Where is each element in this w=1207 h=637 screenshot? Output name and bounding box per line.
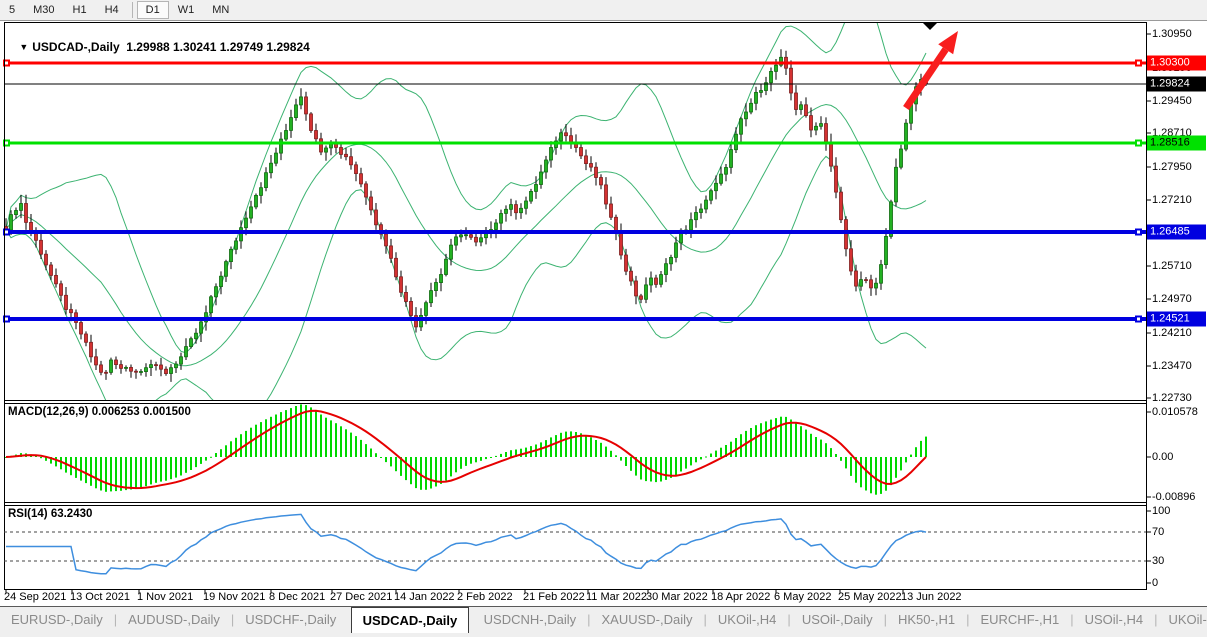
date-label: 6 May 2022 — [774, 591, 832, 603]
date-label: 1 Nov 2021 — [137, 591, 194, 603]
tab-xauusd-daily[interactable]: XAUUSD-,Daily — [601, 612, 693, 627]
price-tick-label: 1.30950 — [1152, 28, 1192, 40]
chart-title: ▼ USDCAD-,Daily 1.29988 1.30241 1.29749 1… — [6, 26, 310, 68]
candlesticks — [5, 49, 928, 382]
hline-1.30300[interactable] — [3, 59, 1146, 67]
rsi-line — [6, 513, 927, 575]
chart-title-dropdown-icon[interactable]: ▼ — [19, 42, 29, 52]
macd-tick-label: -0.00896 — [1152, 491, 1196, 503]
hline-1.26485[interactable] — [3, 228, 1146, 236]
support-blue1-badge: 1.26485 — [1147, 224, 1206, 240]
price-tick-label: 1.27950 — [1152, 161, 1192, 173]
tab-usoil-h4[interactable]: USOil-,H4 — [1084, 612, 1144, 627]
price-tick-label: 1.24970 — [1152, 293, 1192, 305]
timeframe-button-h1[interactable]: H1 — [72, 4, 87, 16]
pane-borders — [4, 22, 1151, 594]
timeframe-button-mn[interactable]: MN — [212, 4, 230, 16]
trend-arrow-annotation[interactable] — [903, 31, 958, 110]
timeframe-button-d1[interactable]: D1 — [136, 1, 169, 19]
macd-indicator-label: MACD(12,26,9) 0.006253 0.001500 — [8, 406, 191, 418]
price-tick-label: 1.24210 — [1152, 327, 1192, 339]
resistance-badge: 1.30300 — [1147, 55, 1206, 71]
support-green-badge: 1.28516 — [1147, 135, 1206, 151]
price-tick-label: 1.27210 — [1152, 194, 1192, 206]
tab-usdcad-daily[interactable]: USDCAD-,Daily — [350, 607, 470, 633]
price-tick-label: 1.25710 — [1152, 260, 1192, 272]
toolbar-separator — [131, 2, 133, 18]
date-label: 8 Dec 2021 — [269, 591, 326, 603]
tab-usdchf-daily[interactable]: USDCHF-,Daily — [245, 612, 337, 627]
rsi-tick-label: 100 — [1152, 505, 1171, 517]
price-tick-label: 1.22730 — [1152, 392, 1192, 404]
date-label: 24 Sep 2021 — [4, 591, 67, 603]
tab-ukoil-h4[interactable]: UKOil-,H4 — [1168, 612, 1207, 627]
date-label: 21 Feb 2022 — [523, 591, 585, 603]
date-label: 11 Mar 2022 — [586, 591, 647, 603]
rsi-tick-label: 30 — [1152, 555, 1165, 567]
timeframe-button-5[interactable]: 5 — [9, 4, 16, 16]
tab-ukoil-h4[interactable]: UKOil-,H4 — [717, 612, 777, 627]
date-label: 13 Oct 2021 — [70, 591, 130, 603]
support-blue2-badge: 1.24521 — [1147, 311, 1206, 327]
price-tick-label: 1.23470 — [1152, 360, 1192, 372]
rsi-tick-label: 70 — [1152, 526, 1165, 538]
macd-tick-label: 0.010578 — [1152, 406, 1198, 418]
tab-separator: | — [966, 612, 970, 627]
timeframe-button-m30[interactable]: M30 — [33, 4, 55, 16]
tab-separator: | — [1154, 612, 1158, 627]
date-label: 25 May 2022 — [838, 591, 902, 603]
tab-audusd-daily[interactable]: AUDUSD-,Daily — [128, 612, 220, 627]
tab-separator: | — [230, 612, 235, 627]
date-label: 13 Jun 2022 — [901, 591, 962, 603]
date-label: 27 Dec 2021 — [330, 591, 393, 603]
date-label: 14 Jan 2022 — [394, 591, 455, 603]
price-tick-label: 1.29450 — [1152, 95, 1192, 107]
symbol-period-label: USDCAD-,Daily — [32, 40, 120, 54]
bollinger-bands — [5, 23, 927, 400]
arrow-down-marker[interactable] — [923, 23, 937, 30]
date-label: 2 Feb 2022 — [457, 591, 513, 603]
hline-1.28516[interactable] — [3, 139, 1146, 147]
ohlc-values: 1.29988 1.30241 1.29749 1.29824 — [126, 40, 310, 54]
timeframe-button-w1[interactable]: W1 — [177, 4, 195, 16]
tab-separator: | — [703, 612, 707, 627]
rsi-tick-label: 0 — [1152, 577, 1159, 589]
tab-eurchf-h1[interactable]: EURCHF-,H1 — [980, 612, 1060, 627]
tab-hk50-h1[interactable]: HK50-,H1 — [898, 612, 956, 627]
date-label: 19 Nov 2021 — [203, 591, 266, 603]
date-label: 18 Apr 2022 — [711, 591, 771, 603]
hline-1.24521[interactable] — [3, 315, 1146, 323]
tab-eurusd-daily[interactable]: EURUSD-,Daily — [11, 612, 103, 627]
macd-tick-label: 0.00 — [1152, 451, 1174, 463]
rsi-indicator-label: RSI(14) 63.2430 — [8, 508, 93, 520]
tab-separator: | — [587, 612, 591, 627]
tab-separator: | — [883, 612, 887, 627]
macd-signal-line — [5, 409, 927, 490]
current-price-badge: 1.29824 — [1147, 76, 1206, 92]
timeframe-button-h4[interactable]: H4 — [104, 4, 119, 16]
timeframe-toolbar: 5 M30 H1 H4 D1 W1 MN — [0, 0, 1207, 21]
tab-usoil-daily[interactable]: USOil-,Daily — [801, 612, 873, 627]
tab-separator: | — [787, 612, 791, 627]
chart-tabbar: EURUSD-,Daily | AUDUSD-,Daily | USDCHF-,Dail… — [0, 606, 1207, 637]
tab-separator: | — [1070, 612, 1074, 627]
tab-separator: | — [113, 612, 118, 627]
tab-usdcnh-daily[interactable]: USDCNH-,Daily — [483, 612, 577, 627]
date-label: 30 Mar 2022 — [646, 591, 708, 603]
